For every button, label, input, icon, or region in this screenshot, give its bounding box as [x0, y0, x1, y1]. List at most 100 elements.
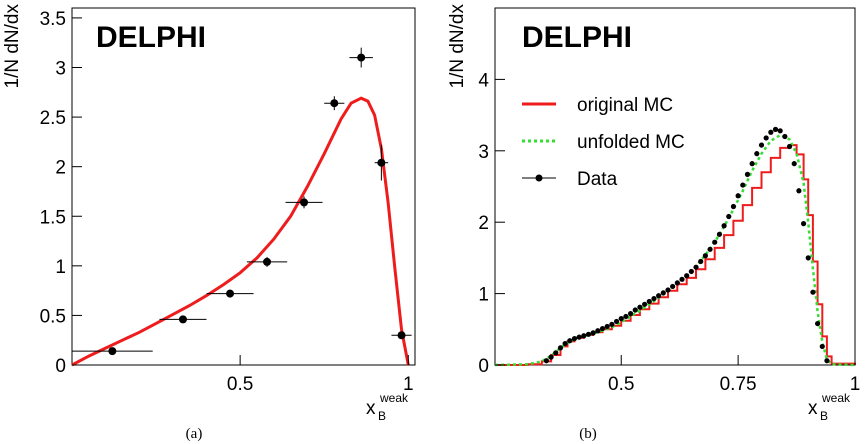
panel-b-data-marker	[543, 358, 550, 364]
panel-b-data-marker	[810, 289, 816, 295]
panel-a-data-marker	[397, 331, 406, 340]
panel-b-y-tick-label: 3	[478, 142, 489, 163]
panel-b-frame	[494, 7, 856, 366]
panel-a-frame	[71, 7, 416, 366]
legend-original-mc-label: original MC	[577, 95, 673, 116]
panel-b-data-marker	[721, 223, 727, 229]
panel-a-fit-curve	[71, 96, 410, 367]
panel-b-data-marker	[660, 290, 666, 296]
panel-b-data-marker	[684, 273, 690, 279]
panel-b-y-tick-label: 0	[478, 356, 489, 377]
panel-a-axes-layer: 0 0.5 1 1.5 2 2.5 3 3.5 0.5 1	[40, 9, 414, 395]
panel-b-data-marker	[754, 151, 760, 157]
panel-a-y-tick-label: 0	[55, 356, 66, 377]
panel-b-x-tick-label: 1	[850, 374, 861, 395]
panel-b-data-marker	[571, 335, 578, 342]
panel-a-x-axis-sub: B	[378, 409, 386, 423]
panel-b-data-marker	[581, 333, 587, 339]
panel-a-x-tick-label: 1	[403, 374, 414, 395]
panel-b-data-marker	[670, 283, 676, 290]
panel-b-data-marker	[665, 287, 671, 293]
panel-b-data-marker	[632, 307, 638, 313]
panel-b-data-marker	[819, 343, 825, 350]
panel-b-data-marker	[763, 135, 769, 141]
panel-b-data-marker	[604, 323, 610, 330]
panel-a-data-point	[159, 315, 207, 324]
legend-data-label: Data	[577, 169, 618, 190]
panel-b-data-marker	[637, 304, 643, 310]
panel-a-data-marker	[108, 347, 117, 356]
panel-b-data-marker	[744, 171, 751, 177]
panel-a-data-point	[391, 331, 412, 340]
panel-b-data-marker	[768, 129, 774, 135]
panel-a-data-point	[324, 96, 345, 111]
panel-a: 0 0.5 1 1.5 2 2.5 3 3.5 0.5 1 DELPHI 1/N dN/dx x …	[2, 4, 416, 442]
panel-a-y-tick-label: 1.5	[40, 207, 66, 228]
panel-b-data-marker	[590, 330, 596, 336]
panel-b-data-marker	[613, 318, 620, 325]
panel-a-data-marker	[377, 158, 386, 167]
legend-data-marker	[535, 174, 543, 182]
panel-b-data-marker	[623, 313, 629, 320]
panel-b-y-tick-label: 1	[478, 285, 489, 306]
panel-a-x-axis-title: x B weak	[366, 391, 409, 423]
panel-a-caption: (a)	[186, 426, 203, 442]
panel-b-data-marker	[646, 298, 652, 305]
panel-b-axes-layer: 0 1 2 3 4 0.5 0.75 1	[478, 70, 860, 395]
panel-a-y-tick-label: 3.5	[40, 9, 66, 30]
panel-b-data-marker	[791, 161, 797, 167]
panel-a-data-marker	[330, 99, 339, 108]
panel-b-data-marker	[585, 331, 592, 337]
panel-b-data-marker	[562, 340, 568, 347]
panel-a-data-marker	[263, 257, 272, 266]
panel-b-data-marker	[800, 221, 807, 227]
panel-b-data-marker	[595, 328, 601, 334]
panel-b-data-marker	[698, 258, 704, 265]
panel-b-data-marker	[674, 280, 680, 286]
panel-b-data-marker	[740, 182, 746, 188]
panel-a-data-point	[206, 289, 254, 298]
panel-a-y-tick-label: 2.5	[40, 108, 66, 129]
panel-a-fit-layer	[71, 96, 410, 367]
panel-a-x-axis-main: x	[366, 398, 376, 419]
panel-a-y-axis-title: 1/N dN/dx	[2, 4, 23, 89]
panel-a-y-tick-label: 1	[55, 257, 66, 278]
panel-b-data-marker	[758, 142, 765, 148]
panel-b-data-marker	[693, 264, 699, 270]
panel-a-x-tick-label: 0.5	[227, 374, 253, 395]
legend-unfolded-mc-label: unfolded MC	[577, 132, 685, 153]
panel-b-y-tick-label: 4	[478, 70, 489, 91]
panel-b-y-tick-label: 2	[478, 213, 489, 234]
panel-b-data-marker	[618, 315, 624, 322]
panel-b-data-marker	[651, 295, 657, 302]
panel-b-data-marker	[627, 310, 634, 317]
panel-b-data-marker	[599, 325, 606, 332]
panel-a-y-tick-label: 2	[55, 158, 66, 179]
panel-b-data-marker	[548, 354, 554, 360]
panel-b-data-marker	[786, 143, 793, 150]
panel-b-data-marker	[805, 255, 811, 261]
panel-b-data-marker	[730, 203, 737, 210]
panel-a-experiment-label: DELPHI	[96, 21, 206, 54]
panel-b-data-marker	[782, 133, 788, 140]
panel-b-x-tick-label: 0.5	[608, 374, 634, 395]
panel-a-data-point	[349, 47, 373, 68]
panel-b-x-axis-main: x	[808, 398, 818, 419]
panel-b-data-marker	[777, 128, 783, 134]
panel-a-data-point	[285, 196, 323, 209]
panel-b-data-marker	[796, 188, 802, 194]
panel-b-series-layer	[494, 126, 856, 367]
panel-b-x-axis-sub: B	[820, 409, 828, 423]
panel-b-legend: original MC unfolded MC Data	[522, 95, 685, 190]
panel-b-data-marker	[609, 321, 615, 327]
panel-a-data-marker	[226, 289, 235, 298]
panel-a-data-point	[72, 347, 153, 356]
panel-a-y-tick-label: 0.5	[40, 306, 66, 327]
panel-b-data-marker	[642, 301, 648, 307]
panel-a-data-point	[374, 144, 389, 181]
panel-a-data-point	[246, 256, 288, 267]
panel-a-data-marker	[300, 198, 309, 207]
panel-a-data-marker	[357, 53, 366, 62]
panel-b-data-marker	[735, 193, 741, 199]
panel-b-data-marker	[656, 293, 662, 299]
